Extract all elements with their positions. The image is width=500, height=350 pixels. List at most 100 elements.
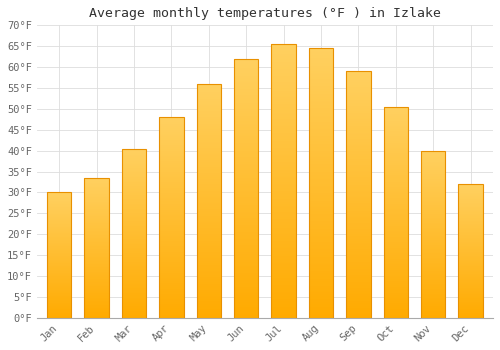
Bar bbox=[84, 260, 109, 261]
Bar bbox=[272, 281, 296, 282]
Bar bbox=[272, 195, 296, 196]
Bar bbox=[384, 199, 408, 201]
Bar bbox=[234, 293, 258, 295]
Bar bbox=[196, 216, 221, 217]
Bar bbox=[384, 260, 408, 261]
Bar bbox=[384, 180, 408, 181]
Bar bbox=[384, 198, 408, 200]
Bar bbox=[160, 297, 184, 298]
Bar bbox=[234, 187, 258, 188]
Bar bbox=[234, 150, 258, 152]
Bar bbox=[160, 276, 184, 277]
Bar bbox=[458, 209, 483, 210]
Bar bbox=[458, 247, 483, 248]
Bar bbox=[122, 212, 146, 213]
Bar bbox=[234, 63, 258, 64]
Bar bbox=[421, 153, 446, 154]
Bar bbox=[234, 61, 258, 63]
Bar bbox=[196, 230, 221, 231]
Bar bbox=[421, 286, 446, 287]
Bar bbox=[421, 173, 446, 174]
Bar bbox=[421, 243, 446, 244]
Bar bbox=[346, 148, 370, 149]
Bar bbox=[272, 62, 296, 63]
Bar bbox=[160, 151, 184, 152]
Bar bbox=[346, 193, 370, 195]
Bar bbox=[47, 315, 72, 316]
Bar bbox=[47, 303, 72, 304]
Bar bbox=[196, 158, 221, 159]
Bar bbox=[47, 201, 72, 202]
Bar bbox=[309, 230, 333, 232]
Bar bbox=[458, 223, 483, 224]
Bar bbox=[346, 159, 370, 160]
Bar bbox=[421, 204, 446, 205]
Bar bbox=[122, 157, 146, 158]
Bar bbox=[160, 261, 184, 262]
Bar bbox=[160, 298, 184, 299]
Bar bbox=[47, 199, 72, 200]
Bar bbox=[458, 301, 483, 302]
Bar bbox=[84, 265, 109, 266]
Bar bbox=[234, 190, 258, 191]
Bar bbox=[196, 310, 221, 311]
Bar bbox=[421, 268, 446, 270]
Bar bbox=[196, 116, 221, 117]
Bar bbox=[160, 160, 184, 161]
Bar bbox=[196, 84, 221, 318]
Bar bbox=[234, 99, 258, 100]
Bar bbox=[346, 117, 370, 118]
Bar bbox=[122, 298, 146, 299]
Bar bbox=[234, 78, 258, 79]
Bar bbox=[346, 197, 370, 198]
Bar bbox=[234, 159, 258, 160]
Bar bbox=[272, 52, 296, 54]
Bar bbox=[309, 269, 333, 271]
Bar bbox=[421, 226, 446, 227]
Bar bbox=[384, 284, 408, 285]
Bar bbox=[421, 314, 446, 315]
Bar bbox=[346, 286, 370, 287]
Bar bbox=[384, 155, 408, 156]
Bar bbox=[458, 194, 483, 195]
Bar bbox=[309, 72, 333, 74]
Bar bbox=[160, 241, 184, 243]
Bar bbox=[384, 247, 408, 248]
Bar bbox=[384, 134, 408, 135]
Bar bbox=[384, 126, 408, 127]
Bar bbox=[272, 166, 296, 167]
Bar bbox=[84, 240, 109, 241]
Bar bbox=[384, 286, 408, 287]
Bar bbox=[47, 193, 72, 194]
Bar bbox=[196, 134, 221, 135]
Bar bbox=[196, 272, 221, 273]
Bar bbox=[309, 209, 333, 210]
Bar bbox=[84, 279, 109, 280]
Bar bbox=[309, 193, 333, 194]
Bar bbox=[309, 58, 333, 59]
Bar bbox=[84, 207, 109, 208]
Bar bbox=[309, 250, 333, 252]
Bar bbox=[458, 272, 483, 273]
Bar bbox=[160, 225, 184, 226]
Bar bbox=[346, 259, 370, 260]
Bar bbox=[421, 187, 446, 188]
Bar bbox=[122, 221, 146, 222]
Bar bbox=[160, 120, 184, 121]
Bar bbox=[234, 280, 258, 282]
Bar bbox=[47, 251, 72, 252]
Bar bbox=[272, 299, 296, 300]
Bar bbox=[421, 187, 446, 188]
Bar bbox=[47, 219, 72, 220]
Bar bbox=[384, 162, 408, 163]
Bar bbox=[160, 126, 184, 127]
Bar bbox=[309, 139, 333, 140]
Bar bbox=[309, 265, 333, 267]
Bar bbox=[346, 277, 370, 278]
Bar bbox=[84, 286, 109, 287]
Bar bbox=[160, 282, 184, 283]
Bar bbox=[47, 255, 72, 256]
Bar bbox=[47, 213, 72, 214]
Bar bbox=[196, 124, 221, 125]
Bar bbox=[196, 184, 221, 186]
